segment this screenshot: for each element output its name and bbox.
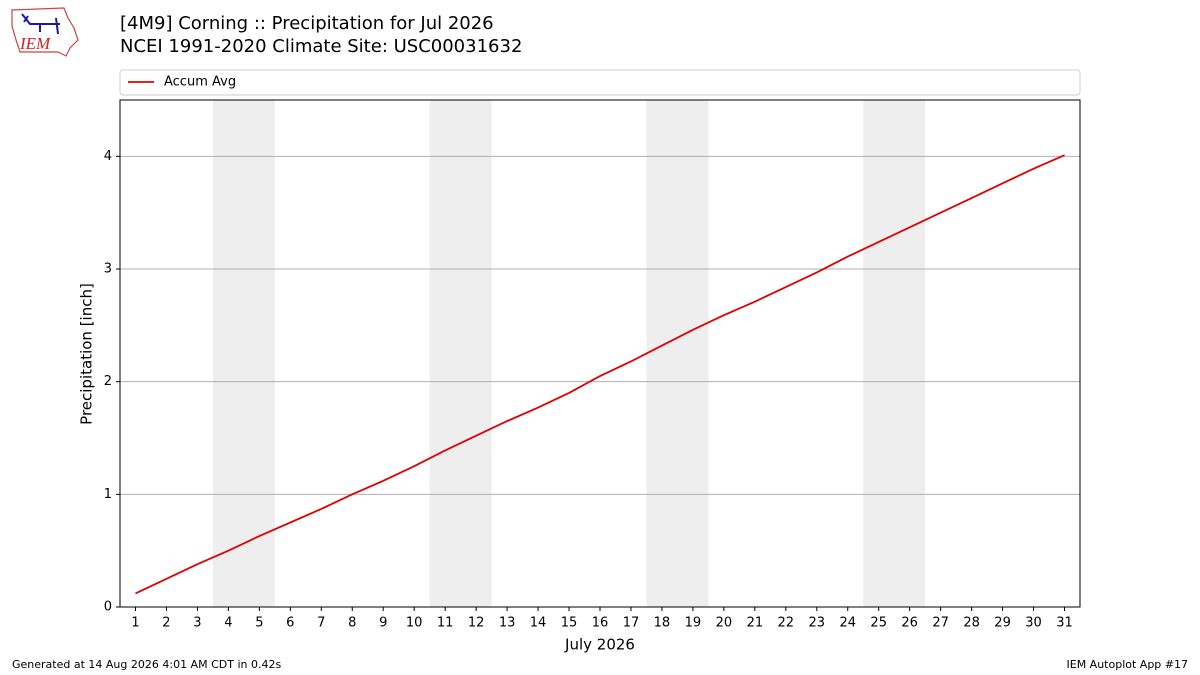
x-tick-label: 6 <box>286 616 294 631</box>
x-tick-label: 2 <box>162 616 170 631</box>
y-tick-label: 0 <box>104 600 112 615</box>
x-tick-label: 25 <box>870 616 887 631</box>
x-tick-label: 12 <box>468 616 485 631</box>
x-tick-label: 7 <box>317 616 325 631</box>
x-tick-label: 9 <box>379 616 387 631</box>
weekend-span <box>863 100 926 607</box>
x-tick-label: 28 <box>963 616 980 631</box>
y-tick-label: 4 <box>104 149 112 164</box>
y-axis-label: Precipitation [inch] <box>78 283 96 425</box>
x-tick-label: 26 <box>901 616 918 631</box>
legend-box <box>119 69 1081 96</box>
x-tick-label: 1 <box>131 616 139 631</box>
y-tick-label: 2 <box>104 374 112 389</box>
x-tick-label: 5 <box>255 616 263 631</box>
x-tick-label: 4 <box>224 616 232 631</box>
data-line <box>135 154 1065 595</box>
plot-frame <box>119 99 1081 608</box>
logo: IEM <box>11 7 79 57</box>
logo-icon <box>21 13 60 35</box>
y-tick-label: 1 <box>104 487 112 502</box>
x-tick-label: 3 <box>193 616 201 631</box>
weekend-span <box>429 100 492 607</box>
x-tick-label: 11 <box>437 616 454 631</box>
x-tick-label: 19 <box>685 616 702 631</box>
chart-title: [4M9] Corning :: Precipitation for Jul 2… <box>120 13 494 34</box>
chart-subtitle: NCEI 1991-2020 Climate Site: USC00031632 <box>120 36 522 57</box>
x-tick-label: 27 <box>932 616 949 631</box>
x-tick-label: 30 <box>1025 616 1042 631</box>
x-tick-label: 15 <box>561 616 578 631</box>
x-axis-label: July 2026 <box>564 636 635 654</box>
legend-label: Accum Avg <box>164 75 236 90</box>
x-tick-label: 17 <box>623 616 640 631</box>
x-tick-label: 20 <box>716 616 733 631</box>
x-tick-label: 14 <box>530 616 547 631</box>
x-tick-label: 21 <box>747 616 764 631</box>
x-tick-label: 24 <box>839 616 856 631</box>
x-tick-label: 29 <box>994 616 1011 631</box>
weekend-span <box>646 100 709 607</box>
x-tick-label: 8 <box>348 616 356 631</box>
logo-outline <box>11 7 79 57</box>
logo-text: IEM <box>19 34 51 53</box>
weekend-span <box>212 100 275 607</box>
x-tick-label: 10 <box>406 616 423 631</box>
x-tick-label: 18 <box>654 616 671 631</box>
footer-left: Generated at 14 Aug 2026 4:01 AM CDT in … <box>12 658 281 671</box>
y-tick-label: 3 <box>104 262 112 277</box>
x-tick-label: 23 <box>809 616 826 631</box>
x-tick-label: 16 <box>592 616 609 631</box>
footer-right: IEM Autoplot App #17 <box>1067 658 1189 671</box>
x-tick-label: 22 <box>778 616 795 631</box>
x-tick-label: 13 <box>499 616 516 631</box>
x-tick-label: 31 <box>1056 616 1073 631</box>
